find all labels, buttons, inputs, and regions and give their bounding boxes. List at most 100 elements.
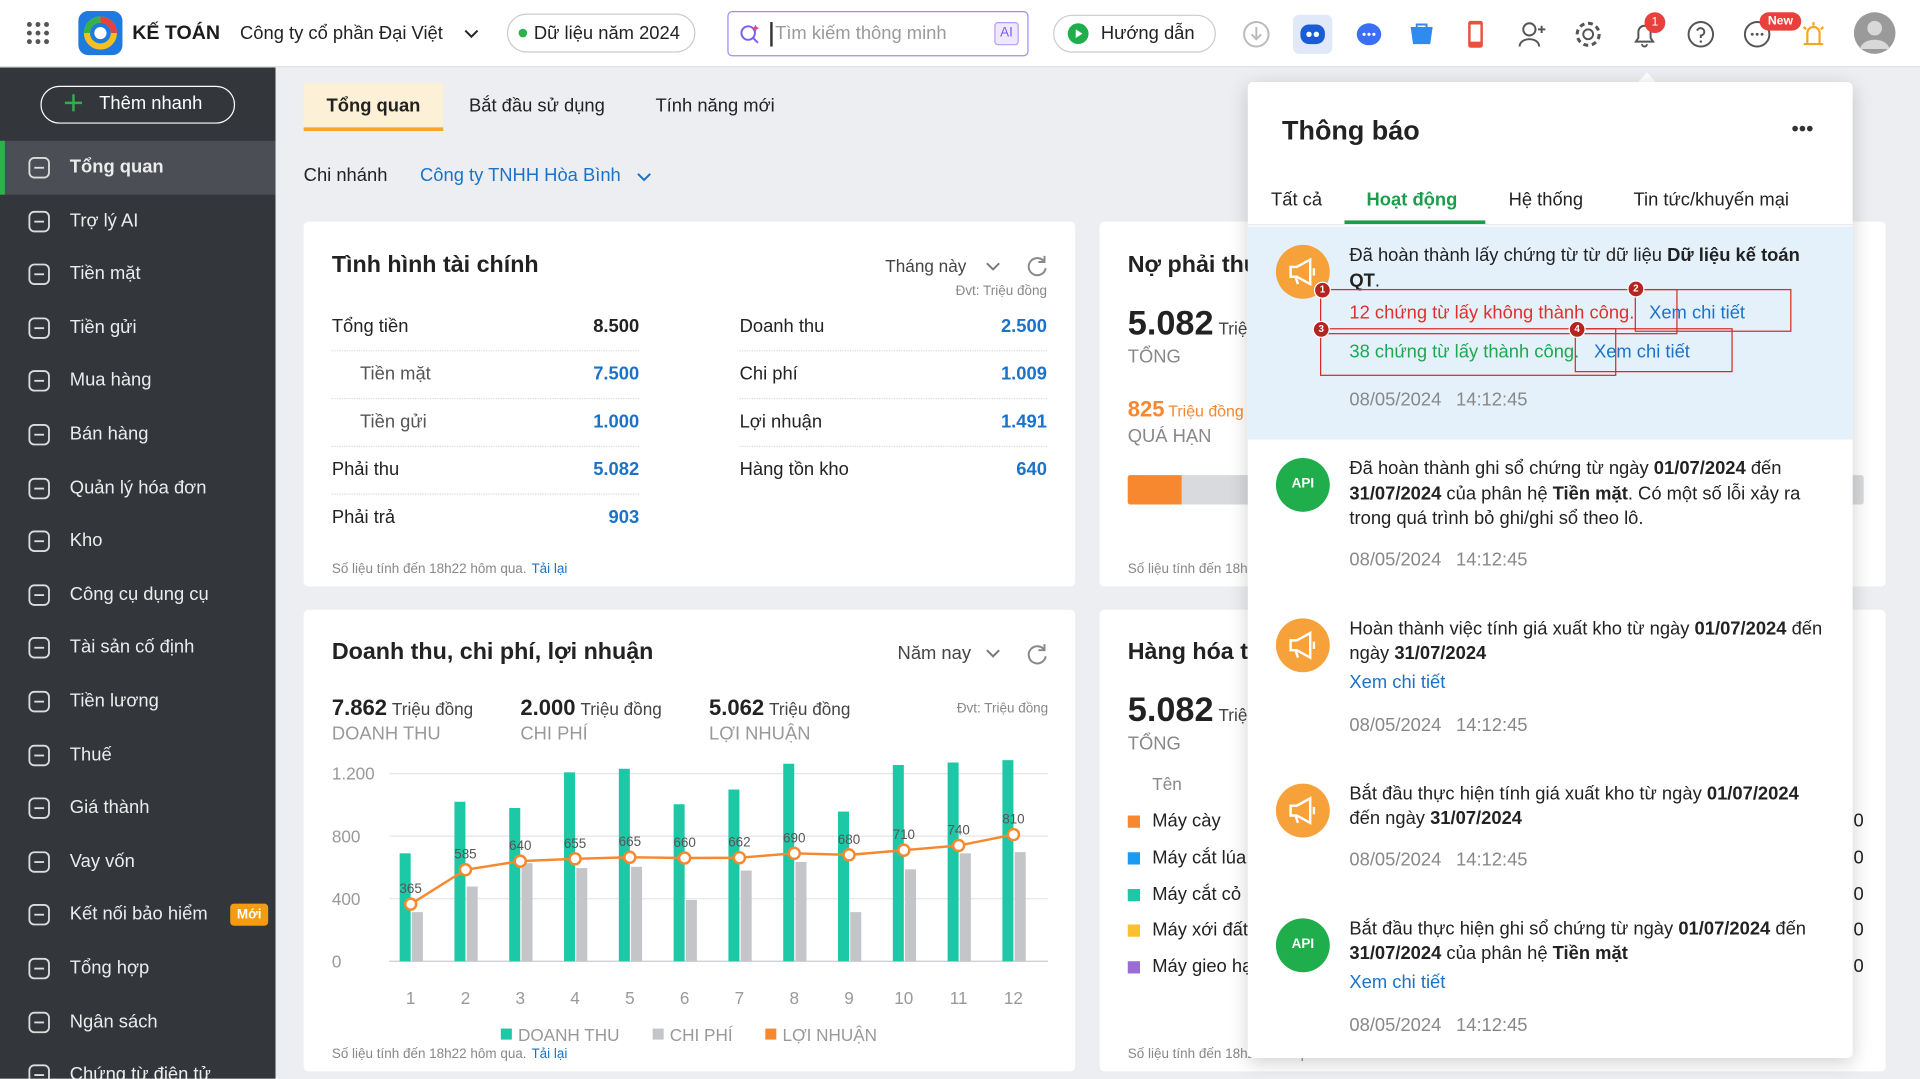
menu-item[interactable]: Thuế [69, 743, 112, 765]
overdue-value: 825 [1127, 396, 1165, 422]
refresh-icon[interactable] [1026, 643, 1048, 665]
menu-icon-part [28, 423, 50, 446]
message-segment: Tiền mặt [1552, 942, 1628, 964]
apps-menu[interactable] [26, 22, 49, 45]
period-select[interactable]: Tháng này [885, 255, 967, 276]
active-tab-underline [1344, 220, 1486, 225]
toolbar-icon[interactable] [1356, 21, 1383, 48]
panel-tab[interactable]: Hệ thống [1508, 189, 1584, 211]
menu-item[interactable]: Tiền gửi [69, 316, 137, 338]
reload-link[interactable]: Tải lại [531, 1046, 568, 1062]
menu-item[interactable]: Tổng hợp [69, 957, 150, 979]
message-segment: . Có một số lỗi xảy ra trong quá trình b… [1349, 483, 1801, 529]
refresh-icon-part [1038, 255, 1046, 264]
notification-detail: 12 chứng từ lấy không thành công. Xem chi… [1349, 294, 1828, 333]
message-segment: Bắt đầu thực hiện ghi sổ chứng từ ngày [1349, 917, 1679, 939]
notification-date: 08/05/2024 [1349, 1014, 1442, 1036]
api-icon [1275, 457, 1330, 512]
row-divider [331, 493, 640, 495]
notification-link[interactable]: Xem chi tiết [1349, 971, 1446, 993]
toolbar-icon-part [1750, 32, 1754, 36]
legend-swatch [1127, 888, 1140, 901]
menu-icon [28, 1011, 50, 1033]
detail-link[interactable]: Xem chi tiết [1649, 302, 1746, 324]
toolbar-icon[interactable] [1518, 21, 1546, 48]
menu-item[interactable]: Tổng quan [69, 156, 164, 178]
megaphone-icon-part [1294, 649, 1300, 658]
panel-tab[interactable]: Tin tức/khuyến mại [1633, 189, 1790, 211]
notification-item[interactable]: Bắt đầu thực hiện tính giá xuất kho từ n… [1248, 765, 1853, 900]
apps-menu-part [26, 39, 32, 45]
quick-add-button[interactable] [40, 85, 236, 124]
menu-item[interactable]: Công cụ dụng cụ [69, 583, 209, 605]
message-segment: 31/07/2024 [1430, 808, 1523, 829]
menu-item[interactable]: Tài sản cố định [69, 637, 195, 659]
menu-item[interactable]: Giá thành [69, 797, 150, 819]
toolbar-icon[interactable] [1462, 20, 1489, 48]
notification-item[interactable]: API Đã hoàn thành ghi sổ chứng từ ngày 01… [1248, 440, 1853, 600]
notification-item[interactable]: Đã hoàn thành lấy chứng từ từ dữ liệu Dữ… [1247, 226, 1853, 440]
item-name: Máy cày [1152, 810, 1221, 832]
menu-icon-part [28, 210, 50, 232]
row-value[interactable]: 1.009 [1000, 363, 1047, 385]
row-value[interactable]: 5.082 [593, 459, 640, 480]
row-value[interactable]: 7.500 [593, 363, 640, 385]
toolbar-icon[interactable] [1408, 21, 1435, 48]
search-placeholder: Tìm kiếm thông minh [775, 23, 947, 45]
row-value[interactable]: 1.491 [1000, 411, 1047, 433]
notification-item[interactable]: Hoàn thành việc tính giá xuất kho từ ngà… [1248, 599, 1853, 764]
notification-item[interactable]: API Bắt đầu thực hiện ghi sổ chứng từ ngà… [1248, 899, 1853, 1058]
search-sparkle-part [752, 37, 759, 44]
more-button[interactable] [1791, 125, 1813, 132]
menu-item[interactable]: Ngân sách [69, 1010, 158, 1032]
status-dot-part [518, 28, 528, 38]
revenue-card [303, 609, 1076, 1072]
summary-unit: Triệu đồng [391, 699, 474, 719]
avatar[interactable] [1853, 12, 1896, 54]
guide-button[interactable] [1053, 14, 1216, 53]
menu-item[interactable]: Bán hàng [69, 423, 149, 445]
row-label: Tiền gửi [360, 411, 427, 433]
refresh-icon[interactable] [1026, 255, 1048, 277]
tab[interactable]: Bắt đầu sử dụng [468, 95, 605, 117]
panel-tab[interactable]: Tất cả [1271, 189, 1323, 211]
toolbar-icon-part [1518, 38, 1541, 47]
toolbar-icon[interactable] [1800, 21, 1827, 48]
notification-link[interactable]: Xem chi tiết [1349, 671, 1446, 693]
branch-value[interactable]: Công ty TNHH Hòa Bình [420, 165, 621, 187]
toolbar-icon[interactable] [1743, 21, 1771, 48]
row-value[interactable]: 903 [608, 506, 640, 528]
toolbar-icon[interactable] [1687, 21, 1715, 48]
menu-item[interactable]: Kho [69, 530, 103, 552]
data-year-pill[interactable] [506, 13, 696, 53]
toolbar-icon[interactable] [1293, 14, 1333, 54]
menu-item[interactable]: Mua hàng [69, 370, 152, 392]
menu-item[interactable]: Chứng từ điện tử [69, 1064, 211, 1079]
tab[interactable]: Tổng quan [326, 95, 421, 117]
tab[interactable]: Tính năng mới [655, 95, 775, 117]
menu-icon [28, 584, 50, 606]
notification-date: 08/05/2024 [1349, 549, 1442, 570]
total-label: TỔNG [1127, 733, 1181, 755]
menu-item[interactable]: Quản lý hóa đơn [69, 477, 207, 498]
annotation-box [1574, 328, 1733, 373]
row-value[interactable]: 1.000 [593, 411, 640, 433]
search-box[interactable] [727, 11, 1029, 57]
menu-item[interactable]: Kết nối bảo hiểm [69, 904, 208, 925]
row-value[interactable]: 2.500 [1000, 315, 1047, 337]
toolbar-icon[interactable] [1243, 21, 1270, 48]
panel-tab[interactable]: Hoạt động [1366, 189, 1458, 211]
menu-item[interactable]: Trợ lý AI [69, 210, 139, 231]
reload-link[interactable]: Tải lại [531, 562, 568, 577]
toolbar-icon-part [1743, 21, 1771, 48]
panel-caret-part [1637, 72, 1657, 84]
menu-item[interactable]: Tiền lương [69, 690, 159, 712]
menu-item[interactable]: Tiền mặt [69, 263, 141, 285]
period-select[interactable]: Năm nay [897, 642, 972, 664]
toolbar-icon[interactable] [1575, 21, 1602, 48]
row-value[interactable]: 640 [1016, 459, 1047, 480]
menu-item[interactable]: Vay vốn [69, 850, 135, 872]
detail-link[interactable]: Xem chi tiết [1593, 341, 1690, 363]
notification-message: Đã hoàn thành ghi sổ chứng từ ngày 01/07… [1349, 457, 1828, 532]
company-selector[interactable]: Công ty cổ phần Đại Việt [240, 23, 443, 45]
